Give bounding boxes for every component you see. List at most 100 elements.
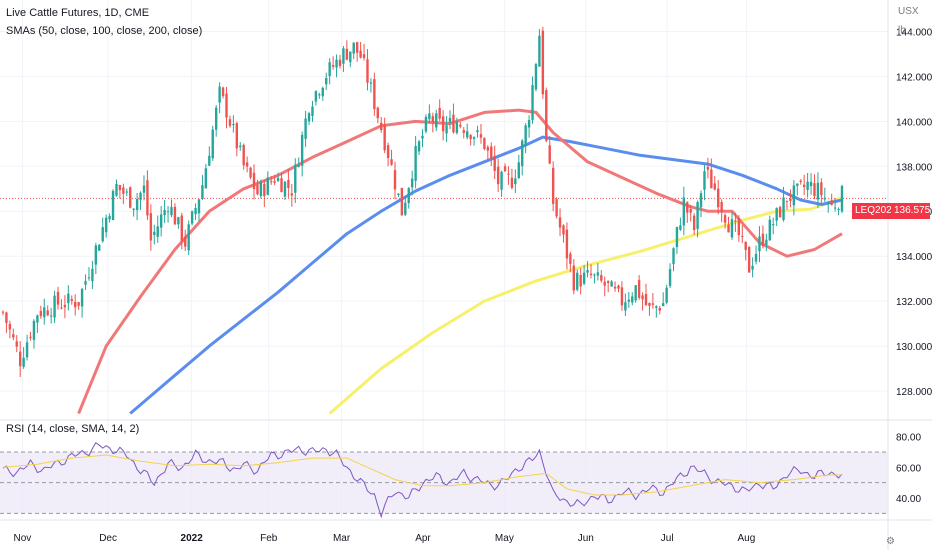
candle-body — [833, 207, 837, 209]
candle-body — [170, 207, 173, 216]
candle-body — [548, 145, 551, 164]
candle-body — [60, 307, 63, 309]
candle-body — [287, 179, 290, 188]
candle-body — [720, 202, 723, 212]
candle-body — [259, 182, 263, 197]
candle-body — [321, 87, 324, 97]
candle-body — [180, 215, 184, 242]
candle-body — [87, 277, 91, 279]
candle-body — [806, 181, 809, 190]
candle-body — [245, 162, 249, 167]
candle-body — [74, 301, 77, 308]
candle-body — [627, 299, 631, 302]
chart-title: Live Cattle Futures, 1D, CME — [6, 7, 150, 19]
candle-body — [1, 311, 5, 313]
candle-body — [46, 310, 49, 316]
candle-body — [407, 188, 410, 204]
candle-body — [273, 181, 276, 183]
candle-body — [606, 280, 610, 283]
candle-body — [785, 200, 789, 202]
candle-body — [146, 180, 149, 216]
candle-body — [380, 122, 383, 131]
candle-body — [417, 141, 421, 152]
rsi-ma-line — [2, 454, 842, 496]
candle-body — [593, 274, 596, 276]
gear-icon[interactable]: ⚙ — [886, 536, 895, 547]
candle-body — [280, 178, 283, 193]
candle-body — [239, 145, 242, 148]
candle-body — [435, 113, 438, 128]
candle-body — [737, 217, 741, 236]
candle-body — [122, 187, 125, 194]
candle-body — [775, 208, 778, 221]
candle-body — [514, 178, 517, 185]
candle-body — [761, 233, 765, 246]
candle-body — [32, 320, 36, 340]
last-price-tag: 136.575 — [891, 203, 930, 219]
candle-body — [441, 116, 445, 132]
candle-body — [342, 48, 345, 64]
price-pane[interactable] — [0, 26, 888, 415]
candle-body — [266, 177, 269, 195]
candle-body — [490, 146, 493, 159]
candle-body — [204, 168, 208, 189]
price-tick-label: 144.000 — [896, 27, 932, 38]
candle-body — [431, 116, 435, 122]
candle-body — [39, 311, 43, 317]
candle-body — [142, 185, 146, 193]
candle-body — [792, 185, 796, 206]
candle-body — [589, 273, 593, 276]
candle-body — [397, 193, 400, 195]
time-axis[interactable]: Nov Dec 2022 Feb Mar Apr May Jun Jul Aug — [14, 533, 756, 544]
candle-body — [428, 113, 431, 120]
candle-body — [655, 306, 658, 308]
candle-body — [503, 166, 507, 172]
rsi-legend[interactable]: RSI (14, close, SMA, 14, 2) — [6, 423, 140, 435]
candle-body — [331, 65, 335, 67]
candle-body — [53, 295, 56, 318]
candle-body — [517, 162, 520, 179]
candle-body — [765, 239, 768, 246]
candle-body — [235, 123, 239, 149]
sma50-line — [77, 108, 843, 415]
candle-body — [600, 275, 603, 281]
candle-body — [335, 59, 338, 68]
rsi-pane[interactable] — [0, 441, 888, 519]
candle-body — [156, 226, 159, 237]
candle-body — [276, 178, 280, 181]
candle-body — [809, 181, 813, 187]
candle-body — [153, 231, 156, 236]
candle-body — [624, 302, 627, 311]
candle-body — [225, 93, 228, 118]
candle-body — [541, 30, 545, 95]
candle-body — [823, 197, 827, 200]
rsi-axis[interactable]: 80.00 60.00 40.00 — [896, 433, 921, 505]
candle-body — [393, 170, 397, 190]
candle-body — [424, 116, 428, 132]
candle-body — [840, 185, 844, 212]
candle-body — [603, 281, 606, 286]
candle-body — [5, 312, 8, 323]
candle-body — [768, 219, 771, 241]
candle-body — [104, 217, 108, 233]
candle-body — [390, 159, 393, 165]
sma-legend[interactable]: SMAs (50, close, 100, close, 200, close) — [6, 25, 203, 37]
price-tick-label: 130.000 — [896, 342, 932, 353]
candle-body — [789, 198, 792, 201]
candle-body — [166, 211, 170, 213]
candle-body — [84, 281, 87, 285]
candle-body — [159, 214, 163, 228]
candle-body — [163, 209, 166, 216]
time-tick-label: Apr — [415, 533, 431, 544]
candle-body — [438, 107, 441, 119]
candle-body — [703, 171, 706, 190]
candle-body — [730, 219, 734, 238]
candle-body — [778, 206, 782, 218]
candle-body — [63, 304, 67, 308]
candle-body — [311, 106, 314, 116]
sma100-line — [129, 135, 843, 415]
candle-body — [661, 303, 665, 307]
time-tick-label: Nov — [14, 533, 32, 544]
candle-body — [744, 241, 747, 250]
candle-body — [22, 357, 25, 367]
